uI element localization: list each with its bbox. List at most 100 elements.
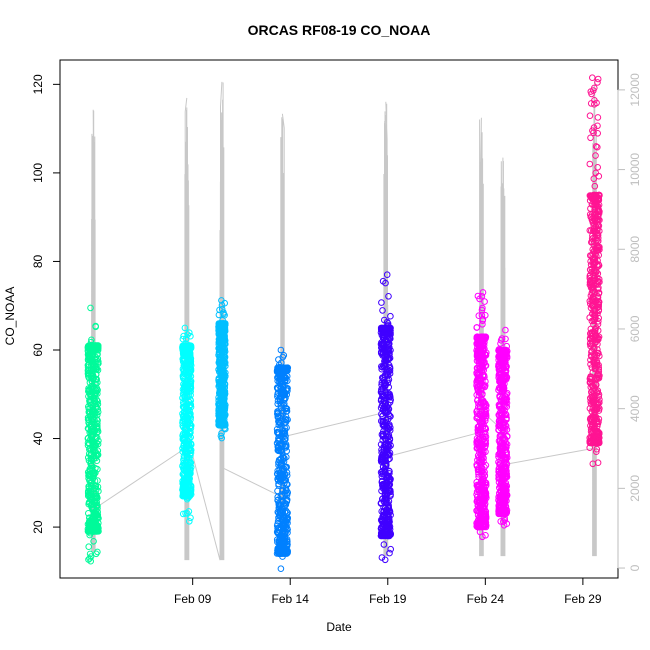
data-point	[502, 479, 510, 487]
data-point	[503, 509, 510, 517]
data-point	[482, 532, 489, 539]
data-point	[477, 506, 484, 514]
data-point	[274, 389, 282, 397]
data-point	[281, 540, 288, 547]
flight-series-2	[179, 324, 195, 525]
data-point	[496, 385, 504, 392]
data-point	[181, 460, 189, 468]
data-point	[498, 407, 506, 415]
data-point	[385, 425, 393, 433]
data-point	[594, 234, 602, 242]
data-point	[475, 523, 482, 531]
data-point	[377, 469, 385, 476]
outlier-point	[277, 346, 285, 354]
data-point	[502, 495, 510, 502]
data-point	[379, 412, 386, 420]
data-point	[588, 415, 596, 423]
data-point	[218, 430, 225, 437]
y-tick-label: 120	[31, 74, 45, 94]
data-point	[503, 395, 511, 403]
data-point	[387, 488, 394, 496]
data-point	[592, 204, 599, 212]
data-point	[179, 480, 186, 487]
data-point	[478, 441, 485, 449]
data-point	[90, 443, 98, 450]
data-point	[474, 383, 482, 391]
data-point	[85, 500, 92, 508]
data-point	[274, 408, 281, 415]
data-point	[86, 489, 94, 497]
data-point	[590, 175, 598, 182]
data-point	[595, 244, 602, 252]
outlier-point	[500, 522, 508, 529]
data-point	[381, 407, 389, 415]
data-point	[482, 312, 489, 319]
data-point	[378, 431, 386, 438]
data-point	[592, 152, 599, 159]
right-tick-label: 2000	[628, 475, 642, 502]
data-point	[277, 549, 285, 557]
x-tick-label: Feb 24	[467, 592, 505, 606]
data-point	[380, 362, 387, 370]
data-point	[497, 518, 505, 525]
x-tick-label: Feb 09	[174, 592, 212, 606]
right-tick-label: 4000	[628, 395, 642, 422]
data-point	[84, 442, 92, 449]
data-points-layer	[84, 74, 603, 573]
data-point	[594, 429, 601, 437]
data-point	[384, 444, 391, 452]
data-point	[186, 478, 193, 486]
data-point	[594, 143, 601, 151]
data-point	[383, 333, 391, 340]
data-point	[185, 508, 193, 515]
data-point	[221, 420, 228, 428]
outlier-point	[384, 320, 392, 327]
data-point	[594, 122, 601, 130]
data-point	[386, 523, 394, 530]
data-point	[381, 453, 388, 461]
data-point	[277, 511, 285, 518]
data-point	[381, 316, 388, 324]
data-point	[595, 430, 603, 438]
data-point	[386, 412, 393, 420]
data-point	[593, 217, 600, 224]
data-point	[91, 509, 99, 517]
data-point	[495, 363, 503, 371]
y-tick-label: 100	[31, 163, 45, 183]
data-point	[385, 405, 393, 413]
flight-series-7	[495, 326, 511, 529]
data-point	[586, 227, 594, 234]
x-tick-label: Feb 19	[369, 592, 407, 606]
data-point	[474, 407, 481, 414]
flight-series-4	[273, 346, 292, 573]
chart-title: ORCAS RF08-19 CO_NOAA	[248, 22, 431, 38]
right-tick-label: 12000	[628, 73, 642, 107]
data-point	[183, 441, 191, 449]
data-point	[179, 510, 187, 518]
data-point	[497, 370, 505, 377]
data-point	[378, 344, 385, 352]
data-point	[478, 338, 485, 346]
data-point	[93, 351, 101, 358]
data-point	[591, 311, 599, 319]
data-point	[88, 462, 95, 469]
data-point	[473, 334, 481, 341]
data-point	[182, 405, 189, 413]
data-point	[281, 521, 289, 529]
data-point	[220, 321, 227, 328]
data-point	[477, 345, 485, 353]
data-point	[479, 495, 487, 503]
altitude-connector-5	[387, 432, 480, 457]
data-point	[377, 500, 385, 507]
data-point	[382, 532, 389, 540]
data-point	[183, 470, 191, 478]
data-point	[593, 448, 600, 456]
data-point	[85, 388, 92, 395]
data-point	[91, 498, 98, 506]
data-point	[184, 490, 192, 497]
data-point	[282, 444, 290, 451]
data-point	[382, 337, 389, 344]
data-point	[380, 541, 388, 548]
data-point	[501, 453, 509, 461]
